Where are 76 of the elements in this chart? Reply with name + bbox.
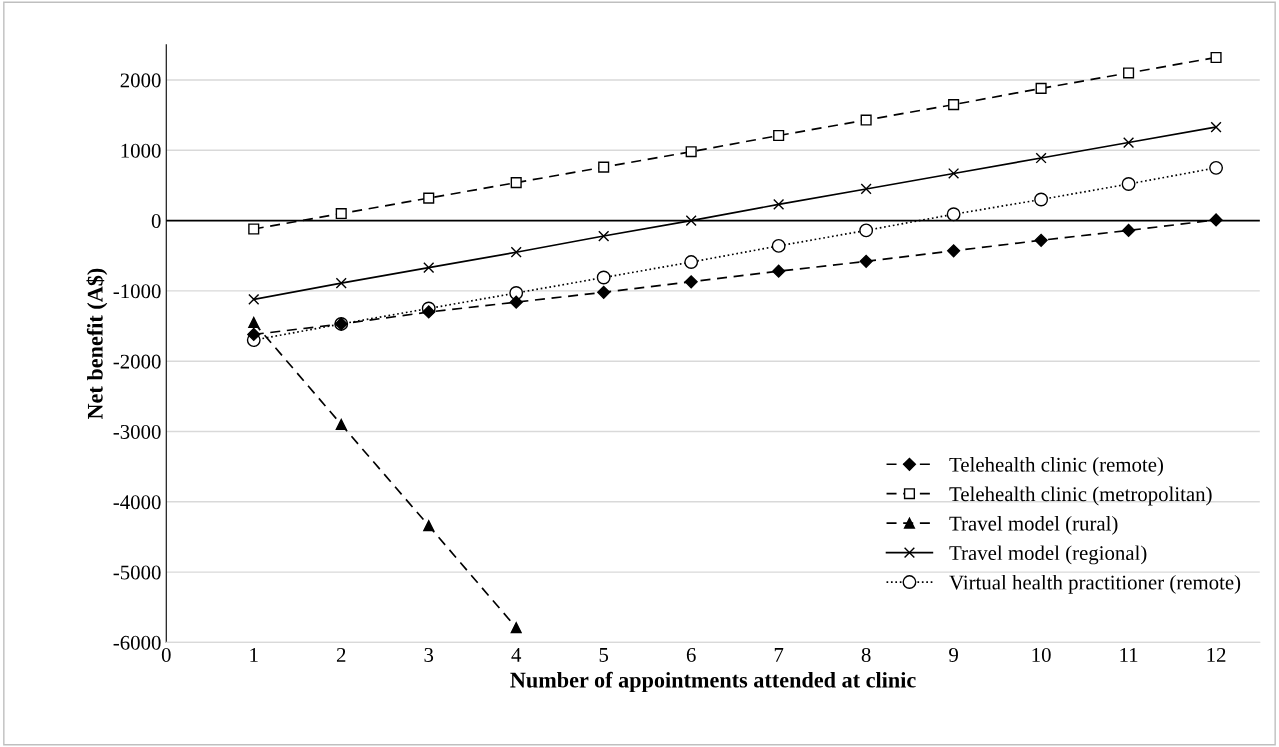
x-tick-label: 5 [599,648,609,662]
point [947,244,961,258]
x-tick-label: 12 [1207,647,1226,662]
point [772,264,786,278]
y-tick-label: 0 [151,213,161,229]
point [598,161,610,173]
point [248,316,260,329]
point [423,520,435,532]
point [1034,233,1048,247]
legend-label: Virtual health practitioner (remote) [949,574,1241,594]
point [946,207,961,222]
x-tick-label: 3 [424,647,434,662]
point [596,270,611,285]
point [859,223,874,238]
point [1123,67,1135,79]
x-tick-label: 6 [686,647,696,662]
x-tick-label: 8 [861,647,871,662]
point [685,146,697,158]
point [248,293,260,305]
x-tick-label: 11 [1120,647,1138,662]
point [598,230,610,242]
point [684,275,698,289]
y-axis-title: Net benefit (A$) [86,268,108,420]
point [510,177,522,189]
y-tick-label: -6000 [113,635,161,650]
y-tick-label: 2000 [120,73,161,88]
point [509,295,523,309]
x-tick-label: 7 [774,648,784,662]
point [1035,82,1047,94]
point [1121,177,1136,191]
point [1210,121,1222,133]
x-tick-label: 2 [336,647,346,662]
legend-label: Telehealth clinic (remote) [949,457,1163,476]
point [248,223,260,235]
point [684,255,699,270]
x-tick-label: 1 [250,647,258,662]
point [1209,213,1223,227]
point [510,246,522,258]
point [1123,136,1135,149]
y-tick-label: -3000 [113,424,161,439]
x-axis-title: Number of appointments attended at clinic [510,671,916,693]
legend-label: Travel model (regional) [949,545,1147,565]
point [422,305,436,319]
y-tick-label: 1000 [121,143,161,158]
point [773,129,785,142]
point [773,198,785,210]
y-tick-label: -2000 [113,354,161,369]
point [685,215,697,227]
y-tick-label: -1000 [113,284,161,299]
point [860,183,872,195]
point [860,114,872,126]
legend-label: Telehealth clinic (metropolitan) [949,486,1212,506]
point [1034,192,1049,207]
legend-label: Travel model (rural) [949,515,1118,535]
point [335,277,347,289]
point [597,285,611,299]
y-tick-label: -5000 [113,565,161,580]
point [1209,160,1224,175]
point [510,622,522,634]
point [948,99,960,111]
point [948,167,960,180]
x-tick-label: 4 [511,648,522,662]
y-tick-label: -4000 [113,495,161,510]
point [859,254,873,268]
point [247,327,261,342]
point [423,262,435,274]
point [1210,51,1222,64]
x-tick-label: 10 [1032,647,1051,662]
point [335,207,347,220]
point [335,418,347,431]
point [1035,152,1047,164]
x-tick-label: 9 [949,647,958,662]
point [771,238,786,253]
point [423,192,435,204]
point [1122,223,1136,238]
x-tick-label: 0 [161,647,171,662]
